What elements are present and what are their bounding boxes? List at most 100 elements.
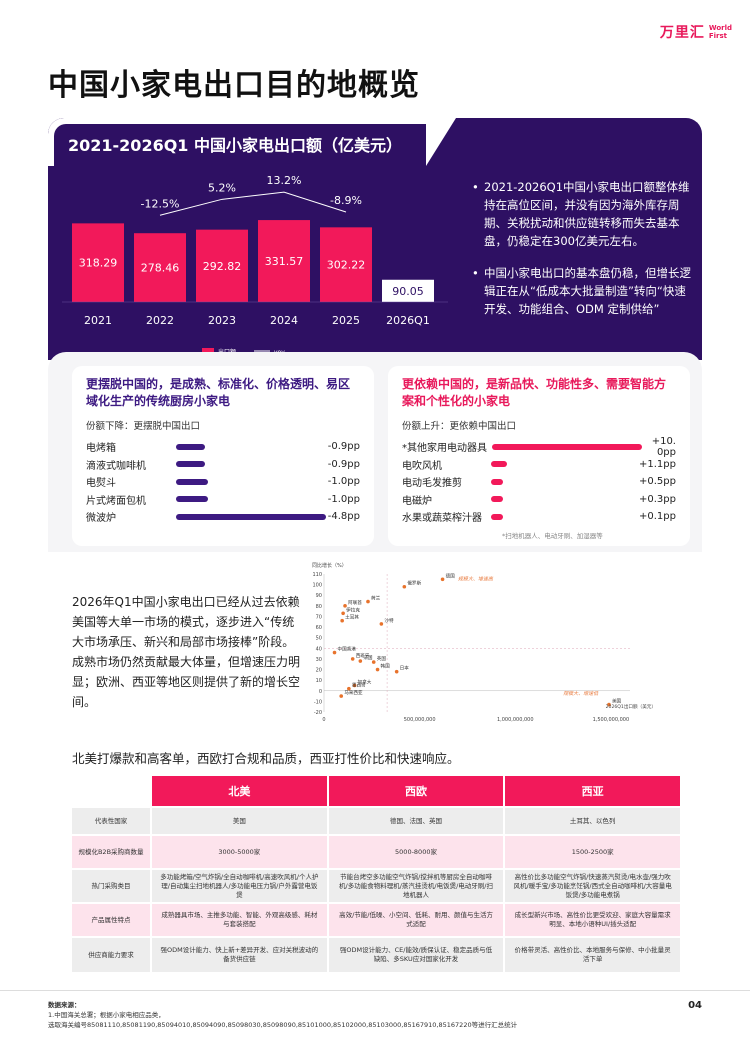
scatter-point [352,683,357,688]
point-label: 英国 [377,655,387,662]
legend-swatch-export [202,348,214,354]
bar-value-label: 318.29 [79,257,118,270]
point-label: 沙特 [384,617,394,624]
insight-bullet: 中国小家电出口的基本盘仍稳，但增长逻辑正在从“低成本大批量制造”转向“快速开发、… [472,264,692,318]
point-label: 土耳其 [345,614,359,621]
scatter-point [347,686,351,691]
rise-row: 电吹风机 +1.1pp [402,456,676,474]
point-label: 墨西哥 [352,683,366,689]
row-label: 供应商能力要求 [72,938,150,972]
export-bar-chart: 318.29 2021 278.46 2022 -12.5% 292.82 2023 5.2%… [62,174,448,356]
row-label: 热门采购类目 [72,870,150,902]
header-north-america: 北美 [152,776,327,806]
point-label: 荷兰 [371,595,381,602]
row-label: 规模化B2B采购商数量 [72,836,150,868]
decline-row: 滴液式咖啡机 -0.9pp [86,456,360,474]
share-change-bar [490,461,508,468]
table-cell: 成长型新兴市场、高性价比更受欢迎、家庭大容量需求明显、本地小语种UI/插头适配 [505,904,681,936]
yoy-line [159,191,347,216]
share-change-bar [492,443,642,450]
point-label: 德国 [446,572,456,579]
bar-value-label: 292.82 [203,260,242,273]
category-name: 电烤箱 [86,443,116,455]
decline-row: 微波炉 -4.8pp [86,508,360,526]
category-name: 水果或蔬菜榨汁器 [402,513,482,525]
table-cell: 美国 [152,808,327,834]
quadrant-annotation: 规模大、增速低 [563,690,599,697]
table-row: 代表性国家 美国 德国、法国、英国 土耳其、以色列 [72,808,681,834]
scatter-point [607,702,611,707]
x-tick-label: 2022 [146,314,174,327]
bar-2026Q1 [382,279,434,302]
data-source: 数据来源： 1.中国海关总署；根据小家电相应品类， 选取海关编号85081110… [48,1001,518,1029]
share-change-value: +10. 0pp [651,435,676,458]
yoy-label: -12.5% [141,197,180,210]
decline-row: 电熨斗 -1.0pp [86,473,360,491]
bar-2021 [72,223,124,302]
y-tick-label: 110 [312,572,322,578]
category-name: 电熨斗 [86,478,116,490]
share-change-bar [490,496,503,503]
y-tick-label: 20 [316,668,322,674]
point-label: 俄罗斯 [407,580,421,587]
bar-2024 [258,220,310,302]
point-label: 阿联酋 [348,599,362,606]
rising-share-card: 更依赖中国的，是新品快、功能性多、需要智能方案和个性化的小家电 份额上升：更依赖… [388,366,690,546]
scatter-point [402,584,407,589]
table-row: 热门采购类目 多功能烤箱/空气炸锅/全自动咖啡机/高速吹风机/个人护理/自动集尘扫… [72,870,681,902]
market-summary: 2026年Q1中国小家电出口已经从过去依赖美国等大单一市场的模式，逐步进入“传统… [72,595,301,709]
share-change-bar [176,478,208,485]
share-change-value: -4.8pp [327,511,360,523]
category-name: 电动毛发推剪 [402,478,462,490]
table-cell: 强ODM设计能力、CE/能效/质保认证、稳定品质与低缺陷、多SKU应对国家化开发 [328,938,504,972]
card-footnote: *扫地机器人、电动牙刷、加湿器等 [502,531,603,540]
table-intro: 北美打爆款和高客单，西欧打合规和品质，西亚打性价比和快速响应。 [72,751,460,766]
x-tick-label: 2023 [208,314,236,327]
y-tick-label: -20 [314,710,322,716]
share-change-value: -1.0pp [327,493,360,505]
page-title: 中国小家电出口目的地概览 [48,68,420,103]
share-change-bar [176,461,205,468]
scatter-point [350,657,355,661]
y-tick-label: 100 [312,583,322,589]
scatter-point [340,618,344,623]
point-label: 西班牙 [356,652,370,659]
y-tick-label: 40 [316,646,322,652]
y-tick-label: 10 [316,678,322,684]
share-change-value: +0.5pp [639,476,676,488]
scatter-point [341,611,345,616]
x-tick-label: 1,000,000,000 [497,717,534,723]
point-label: 伊拉克 [346,606,360,613]
category-name: 微波炉 [86,513,116,525]
share-change-bar [176,496,208,503]
scatter-point [394,669,399,674]
share-change-bar [176,443,205,450]
table-cell: 多功能烤箱/空气炸锅/全自动咖啡机/高速吹风机/个人护理/自动集尘扫地机器人/多… [152,870,327,902]
point-label: 韩国 [381,663,391,670]
table-cell: 1500-2500家 [505,836,681,868]
page-number: 04 [688,1000,702,1011]
scatter-point [375,667,380,672]
logo-text: 万里汇 [659,25,705,41]
table-row: 供应商能力要求 强ODM设计能力、快上新+差异开发、应对关税波动的备货供应链 强OD… [72,938,681,972]
point-label: 美国 [612,698,622,705]
table-cell: 价格带灵活、高性价比、本地服务与保修、中小批量灵活下单 [505,938,681,972]
table-cell: 高性价比多功能空气炸锅/快速蒸汽熨烫/电水壶/强力吹风机/暖手宝/多功能烹饪锅/… [505,870,681,902]
point-label: 马来西亚 [344,689,363,696]
rise-row: *其他家用电动器具 +10. 0pp [402,435,676,458]
category-name: 电磁炉 [402,495,432,507]
rise-row: 电磁炉 +0.3pp [402,491,676,509]
table-cell: 成熟器具市场、主推多功能、智能、外观高级感、耗材与套装搭配 [152,904,327,936]
declining-share-card: 更摆脱中国的，是成熟、标准化、价格透明、易区域化生产的传统厨房小家电 份额下降：… [72,366,374,546]
x-tick-label: 1,500,000,000 [593,717,630,723]
x-tick-label: 2026Q1 [386,314,430,327]
card-subheading: 份额上升：更依赖中国出口 [402,421,517,432]
share-change-bar [490,478,503,485]
table-cell: 强ODM设计能力、快上新+差异开发、应对关税波动的备货供应链 [152,938,327,972]
bar-2025 [320,227,372,302]
yoy-label: 13.2% [267,174,302,187]
card-heading: 更摆脱中国的，是成熟、标准化、价格透明、易区域化生产的传统厨房小家电 [86,377,351,408]
region-comparison-table: 北美 西欧 西亚 代表性国家 美国 德国、法国、英国 土耳其、以色列 规模化B2B采购商… [72,776,681,972]
point-label: 中国香港 [338,646,357,653]
